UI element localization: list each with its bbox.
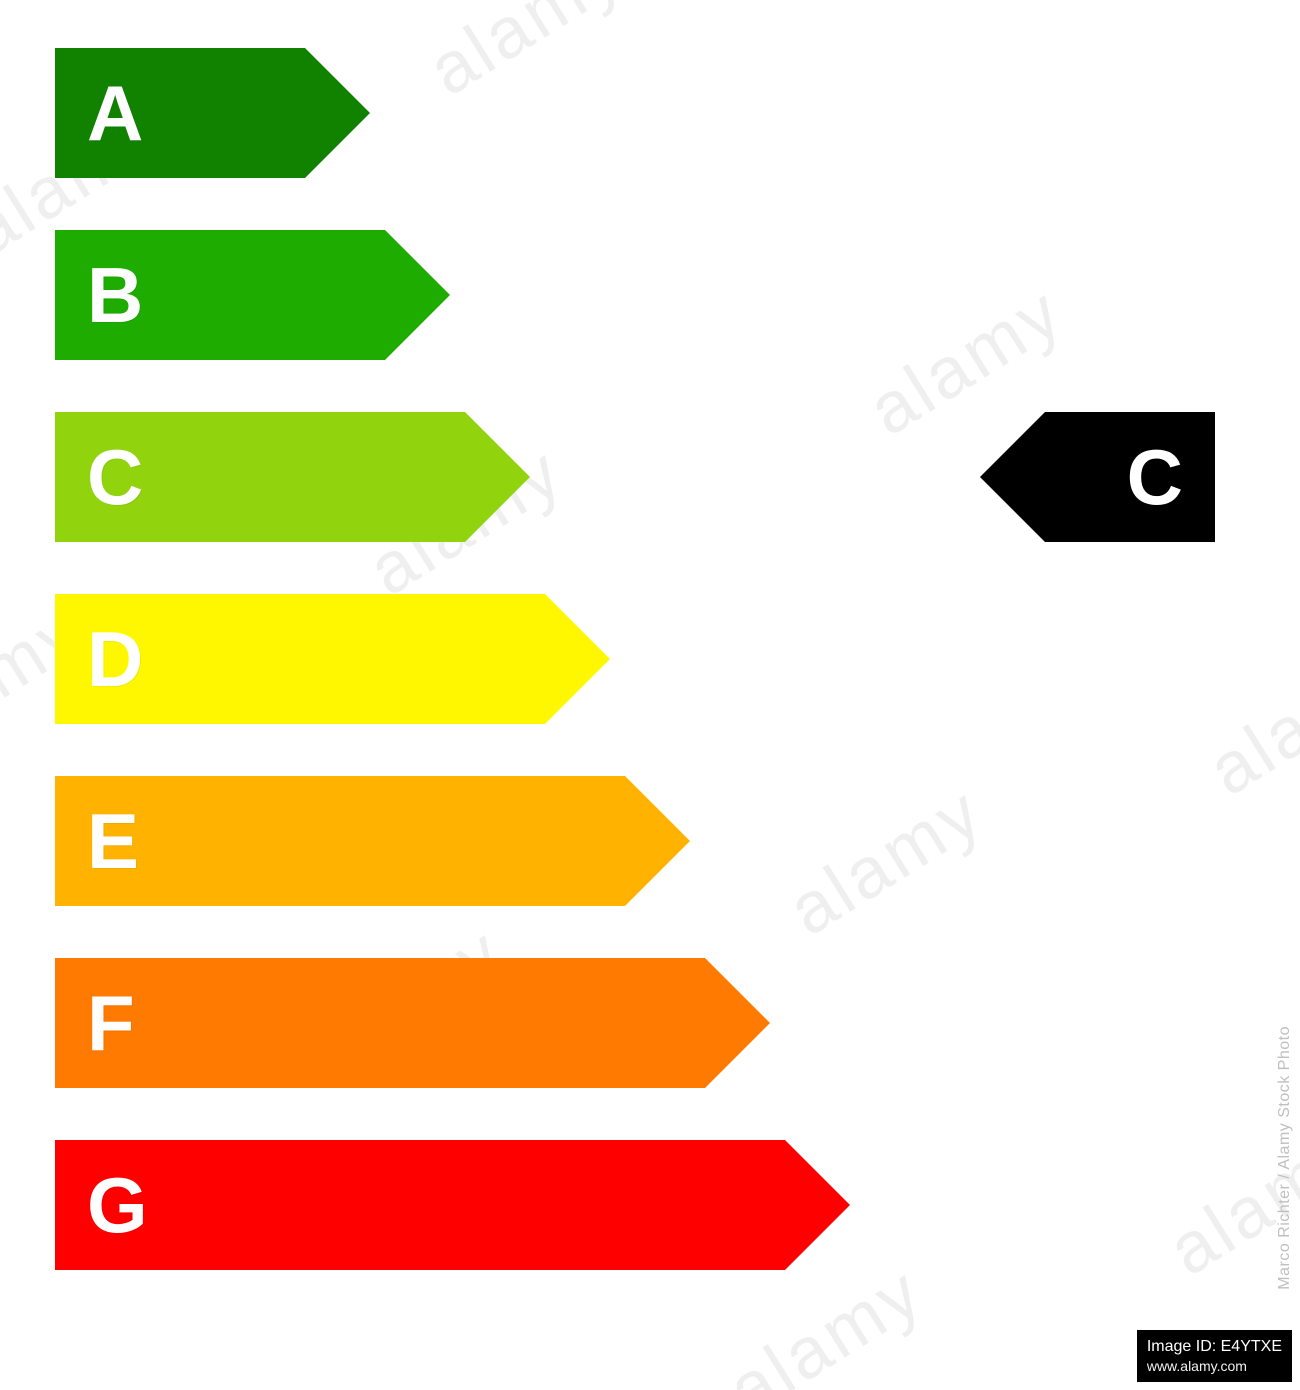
energy-bar-label: A (55, 74, 143, 152)
energy-bar-g: G (55, 1140, 850, 1270)
indicator-arrow-tip (980, 412, 1045, 542)
energy-bar-arrow-tip (705, 958, 770, 1088)
energy-bar-body: E (55, 776, 625, 906)
energy-bar-arrow-tip (785, 1140, 850, 1270)
energy-bar-c: C (55, 412, 530, 542)
energy-bar-b: B (55, 230, 450, 360)
watermark-text: alamy (1194, 630, 1300, 812)
energy-bar-body: D (55, 594, 545, 724)
footer-site: www.alamy.com (1147, 1357, 1282, 1376)
energy-bar-row: C (55, 412, 850, 542)
energy-bar-f: F (55, 958, 770, 1088)
energy-bar-row: B (55, 230, 850, 360)
energy-bar-row: G (55, 1140, 850, 1270)
energy-bar-row: F (55, 958, 850, 1088)
watermark-text: alamy (0, 1070, 18, 1252)
energy-bar-d: D (55, 594, 610, 724)
energy-bar-arrow-tip (305, 48, 370, 178)
selected-rating-indicator: C (980, 412, 1215, 542)
indicator-label: C (1127, 438, 1215, 516)
energy-bar-e: E (55, 776, 690, 906)
side-credit-text: Marco Richter / Alamy Stock Photo (1276, 1026, 1294, 1290)
energy-bar-label: E (55, 802, 139, 880)
footer-attribution-box: Image ID: E4YTXE www.alamy.com (1137, 1330, 1292, 1382)
energy-bar-arrow-tip (625, 776, 690, 906)
energy-bar-arrow-tip (465, 412, 530, 542)
energy-bar-label: G (55, 1166, 148, 1244)
indicator-body: C (1045, 412, 1215, 542)
energy-bar-arrow-tip (385, 230, 450, 360)
energy-bar-row: A (55, 48, 850, 178)
energy-bar-body: F (55, 958, 705, 1088)
energy-bar-row: D (55, 594, 850, 724)
energy-bar-label: C (55, 438, 143, 516)
energy-bar-body: B (55, 230, 385, 360)
energy-bar-label: D (55, 620, 143, 698)
energy-bar-row: E (55, 776, 850, 906)
energy-bar-body: G (55, 1140, 785, 1270)
footer-image-id: Image ID: E4YTXE (1147, 1336, 1282, 1358)
energy-bar-a: A (55, 48, 370, 178)
energy-rating-chart: A B C D E F G (55, 48, 850, 1322)
energy-bar-label: F (55, 984, 135, 1062)
energy-bar-body: A (55, 48, 305, 178)
energy-bar-label: B (55, 256, 143, 334)
energy-bar-body: C (55, 412, 465, 542)
energy-bar-arrow-tip (545, 594, 610, 724)
